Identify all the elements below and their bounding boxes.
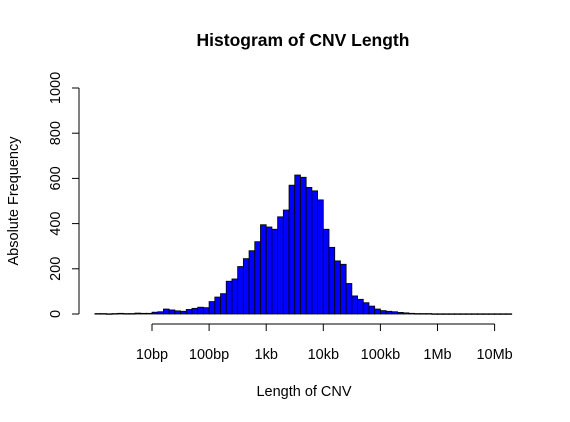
histogram-bar <box>374 308 381 315</box>
histogram-bar <box>254 241 261 315</box>
histogram-bar <box>357 298 364 315</box>
x-axis: 10bp 100bp 1kb 10kb 100kb 1Mb 10Mb <box>136 323 513 363</box>
histogram-bar <box>397 312 404 315</box>
x-tick-label: 100kb <box>361 347 401 363</box>
x-tick-label: 1kb <box>255 347 278 363</box>
histogram-bar <box>322 228 330 315</box>
histogram-bar <box>437 313 444 315</box>
chart-title: Histogram of CNV Length <box>197 30 410 50</box>
histogram-bar <box>197 306 204 315</box>
histogram-bar <box>100 313 107 315</box>
histogram-bar <box>477 313 484 315</box>
histogram-bar <box>345 283 353 315</box>
y-tick-label: 400 <box>48 211 64 235</box>
histogram-bar <box>408 312 416 315</box>
histogram-bar <box>260 224 267 315</box>
x-axis-label: Length of CNV <box>256 384 351 400</box>
histogram-bar <box>482 313 490 315</box>
histogram-bar <box>379 310 387 315</box>
histogram-bar <box>294 174 301 315</box>
histogram-bar <box>431 313 438 315</box>
histogram-bar <box>499 313 507 315</box>
histogram-bar <box>442 313 450 315</box>
y-tick-label: 1000 <box>48 72 64 104</box>
histogram-bar <box>174 310 181 315</box>
histogram-bar <box>163 308 170 315</box>
histogram-bar <box>157 311 164 315</box>
y-axis-label: Absolute Frequency <box>6 136 22 266</box>
histogram-bar <box>368 305 376 315</box>
histogram-bars <box>94 174 513 315</box>
histogram-bar <box>402 312 410 315</box>
histogram-bar <box>128 313 136 315</box>
histogram-bar <box>180 310 187 315</box>
histogram-bar <box>271 228 279 315</box>
histogram-bar <box>288 184 296 315</box>
histogram-bar <box>300 176 307 315</box>
histogram-bar <box>145 312 153 315</box>
histogram-bar <box>248 250 256 315</box>
histogram-bar <box>305 187 313 315</box>
histogram-bar <box>123 313 130 315</box>
histogram-bar <box>185 309 193 315</box>
histogram-bar <box>94 313 102 315</box>
histogram-bar <box>419 313 427 315</box>
x-tick-label: 10Mb <box>476 347 512 363</box>
histogram-bar <box>277 216 284 315</box>
histogram-bar <box>151 311 159 315</box>
y-tick-label: 600 <box>48 166 64 190</box>
histogram-bar <box>282 209 290 315</box>
histogram-bar <box>488 313 496 315</box>
histogram-bar <box>225 280 233 315</box>
y-tick-label: 0 <box>48 310 64 318</box>
y-tick-label: 200 <box>48 257 64 281</box>
histogram-bar <box>214 296 221 315</box>
histogram-bar <box>237 266 244 315</box>
y-tick-label: 800 <box>48 121 64 145</box>
histogram-bar <box>385 310 393 315</box>
histogram-bar <box>465 313 473 315</box>
histogram-bar <box>105 313 113 315</box>
histogram-bar <box>471 313 478 315</box>
histogram-bar <box>328 246 336 315</box>
histogram-bar <box>231 278 239 315</box>
y-axis: 0 200 400 600 800 1000 <box>48 72 80 318</box>
histogram-bar <box>351 295 358 315</box>
histogram-bar <box>459 313 467 315</box>
histogram-bar <box>414 313 421 315</box>
histogram-bar <box>242 258 250 315</box>
histogram-bar <box>202 307 210 315</box>
histogram-bar <box>111 313 119 315</box>
histogram-bar <box>220 293 227 315</box>
histogram-bar <box>362 302 370 315</box>
histogram-bar <box>448 313 456 315</box>
x-tick-label: 10kb <box>308 347 339 363</box>
histogram-bar <box>265 226 273 315</box>
histogram-bar <box>391 311 398 315</box>
histogram-bar <box>311 190 318 315</box>
x-tick-label: 10bp <box>136 347 168 363</box>
histogram-bar <box>425 313 433 315</box>
histogram-bar <box>117 312 124 315</box>
histogram-bar <box>454 313 461 315</box>
histogram-bar <box>340 263 347 315</box>
histogram-bar <box>208 301 216 315</box>
histogram-bar <box>317 199 324 315</box>
histogram-bar <box>140 312 147 315</box>
histogram-bar <box>494 313 501 315</box>
x-tick-label: 1Mb <box>423 347 451 363</box>
histogram-bar <box>168 309 176 315</box>
x-tick-label: 100bp <box>189 347 229 363</box>
histogram-bar <box>334 260 341 315</box>
histogram-bar <box>505 313 513 315</box>
histogram-bar <box>134 312 141 315</box>
histogram-bar <box>191 307 199 315</box>
